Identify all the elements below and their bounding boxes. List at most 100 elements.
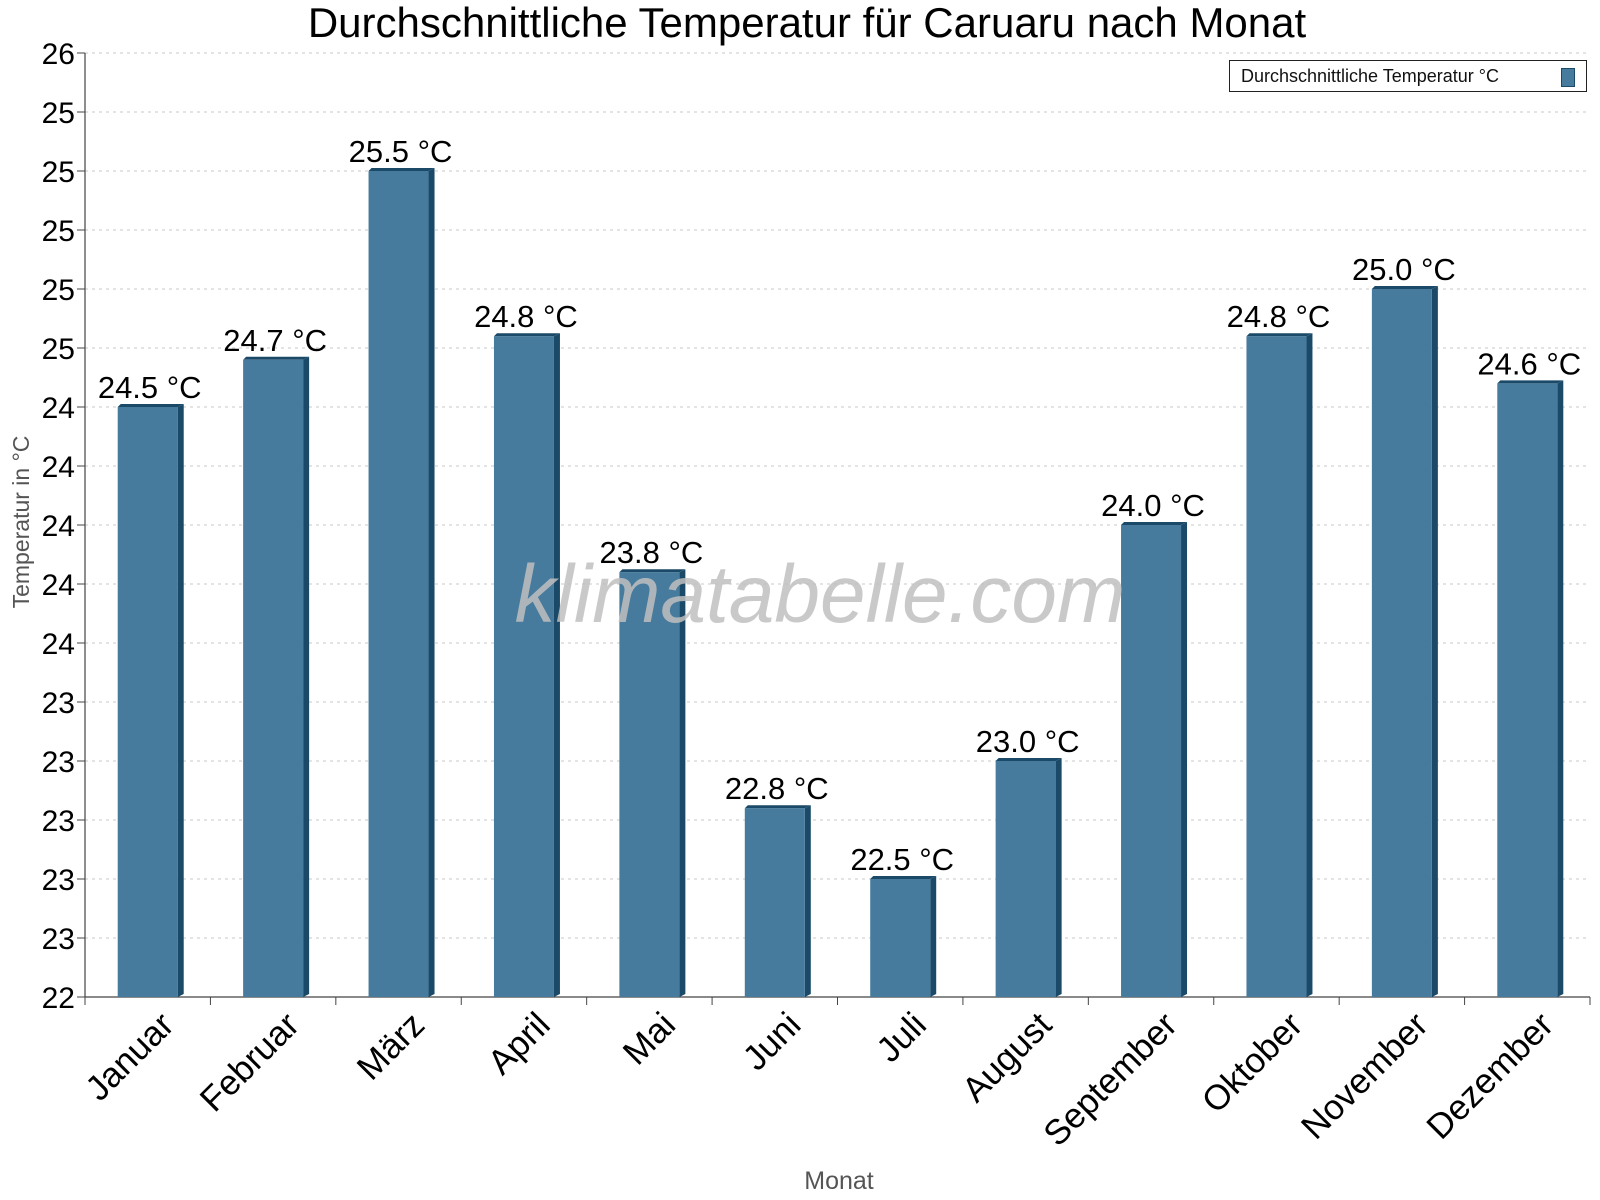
data-label: 22.8 °C <box>725 771 829 806</box>
bar-front <box>744 808 805 997</box>
bar <box>243 356 310 997</box>
y-tick-label: 25 <box>42 97 75 130</box>
bar <box>1497 380 1564 997</box>
x-tick-label: März <box>350 1005 433 1088</box>
y-tick-label: 25 <box>42 333 75 366</box>
bar <box>1121 522 1188 997</box>
bar <box>870 876 937 997</box>
bar-side <box>553 333 560 997</box>
bar-top <box>117 404 184 407</box>
bar-front <box>1246 336 1307 997</box>
x-tick-label: Oktober <box>1195 1005 1311 1121</box>
bar-side <box>930 876 937 997</box>
bar-front <box>619 572 680 997</box>
x-axis: Januar Februar März April Mai Juni Juli AugustS… <box>78 996 1591 1154</box>
bar-top <box>368 168 435 171</box>
bar-top <box>744 805 811 809</box>
x-tick-label: Dezember <box>1419 1005 1561 1147</box>
x-tick-label: April <box>481 1005 558 1082</box>
bar-side <box>428 168 435 997</box>
y-tick-label: 23 <box>42 864 75 897</box>
bar-front <box>368 171 429 997</box>
bar-top <box>1121 522 1188 525</box>
bar <box>117 404 184 997</box>
bar-front <box>870 879 931 997</box>
y-tick-label: 24 <box>42 392 75 425</box>
y-axis: 22 23 23 23 23 23 24 24 24 24 24 25 25 25 25 25 26 <box>42 38 86 1015</box>
y-tick-label: 25 <box>42 215 75 248</box>
bar-top <box>1246 333 1313 337</box>
bar-series <box>117 168 1564 997</box>
bar <box>995 758 1062 997</box>
x-tick-label: August <box>955 1005 1060 1110</box>
bar-front <box>995 761 1056 997</box>
x-tick-label: Februar <box>193 1005 307 1119</box>
data-labels: 24.5 °C 24.7 °C 25.5 °C 24.8 °C 23.8 °C 22.8 … <box>98 134 1581 877</box>
bar-top <box>995 758 1062 761</box>
bar-front <box>1371 289 1432 997</box>
bar-front <box>493 336 554 997</box>
bar-top <box>619 569 686 573</box>
y-tick-label: 23 <box>42 687 75 720</box>
data-label: 24.8 °C <box>474 299 578 334</box>
bar-side <box>177 404 184 997</box>
data-label: 24.0 °C <box>1101 488 1205 523</box>
x-tick-label: September <box>1036 1005 1185 1154</box>
bar <box>744 805 811 997</box>
x-tick-label: November <box>1294 1005 1436 1147</box>
data-label: 22.5 °C <box>850 842 954 877</box>
bar-top <box>243 356 310 360</box>
legend: Durchschnittliche Temperatur °C <box>1229 60 1587 92</box>
y-tick-label: 24 <box>42 628 75 661</box>
bar <box>493 333 560 997</box>
data-label: 24.7 °C <box>223 323 327 358</box>
bar-front <box>243 359 304 997</box>
bar-side <box>1181 522 1188 997</box>
bar-side <box>1431 286 1438 997</box>
bar-side <box>303 356 310 997</box>
bar-top <box>1497 380 1564 384</box>
bar <box>1371 286 1438 997</box>
bar-front <box>117 407 178 997</box>
bar-front <box>1121 525 1182 997</box>
bar-top <box>870 876 937 879</box>
bar-side <box>1557 380 1564 997</box>
bar <box>368 168 435 997</box>
y-tick-label: 25 <box>42 274 75 307</box>
x-axis-label: Monat <box>804 1167 874 1195</box>
gridlines <box>85 52 1590 939</box>
y-tick-label: 23 <box>42 746 75 779</box>
data-label: 24.6 °C <box>1477 346 1581 381</box>
watermark: klimatabelle.com <box>515 549 1126 640</box>
data-label: 25.0 °C <box>1352 252 1456 287</box>
data-label: 24.5 °C <box>98 370 202 405</box>
bar <box>1246 333 1313 997</box>
data-label: 23.0 °C <box>976 724 1080 759</box>
legend-swatch <box>1561 68 1575 87</box>
x-tick-label: Juli <box>869 1005 934 1070</box>
chart-title: Durchschnittliche Temperatur für Caruaru… <box>308 0 1307 46</box>
y-tick-label: 25 <box>42 156 75 189</box>
y-tick-label: 23 <box>42 923 75 956</box>
y-tick-label: 24 <box>42 510 75 543</box>
bar-side <box>1306 333 1313 997</box>
bar-front <box>1497 383 1558 997</box>
bar <box>619 569 686 997</box>
bar-side <box>1055 758 1062 997</box>
bar-side <box>804 805 811 997</box>
x-tick-label: Januar <box>78 1005 181 1108</box>
data-label: 23.8 °C <box>600 535 704 570</box>
data-label: 24.8 °C <box>1227 299 1331 334</box>
y-tick-label: 24 <box>42 569 75 602</box>
y-tick-label: 23 <box>42 805 75 838</box>
data-label: 25.5 °C <box>349 134 453 169</box>
bar-top <box>1371 286 1438 289</box>
bar-top <box>493 333 560 337</box>
x-tick-label: Juni <box>735 1005 808 1078</box>
y-tick-label: 22 <box>42 982 75 1015</box>
y-tick-label: 24 <box>42 451 75 484</box>
y-axis-label: Temperatur in °C <box>8 436 34 609</box>
x-tick-label: Mai <box>616 1005 683 1072</box>
legend-label: Durchschnittliche Temperatur °C <box>1241 66 1499 86</box>
